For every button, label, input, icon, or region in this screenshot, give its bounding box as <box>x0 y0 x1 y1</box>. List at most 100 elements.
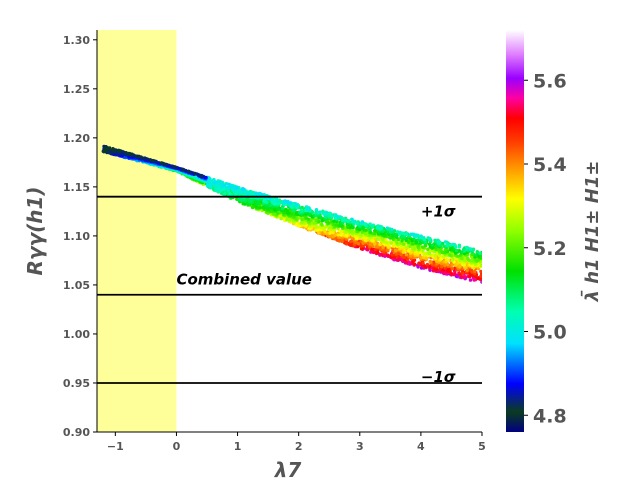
scatter-point <box>323 215 327 219</box>
scatter-point <box>462 275 467 279</box>
scatter-point <box>324 220 328 224</box>
scatter-point <box>128 152 132 156</box>
scatter-point <box>476 276 480 281</box>
scatter-point <box>405 257 410 261</box>
scatter-point <box>417 261 421 266</box>
scatter-point <box>403 248 407 253</box>
scatter-point <box>375 237 379 241</box>
scatter-point <box>375 244 379 249</box>
scatter-point <box>445 250 450 254</box>
scatter-point <box>368 222 372 226</box>
scatter-point <box>124 151 128 155</box>
scatter-point <box>474 253 478 257</box>
scatter-point <box>453 272 457 276</box>
scatter-point <box>356 244 360 249</box>
scatter-point <box>404 232 409 236</box>
scatter-point <box>465 245 469 250</box>
scatter-point <box>354 236 359 241</box>
scatter-point <box>393 243 397 248</box>
label-plus-1sigma: +1σ <box>421 203 456 221</box>
scatter-point <box>443 240 448 244</box>
scatter-point <box>276 207 280 212</box>
scatter-point <box>339 233 343 237</box>
scatter-point <box>476 254 481 258</box>
scatter-point <box>458 253 463 258</box>
scatter-point <box>399 245 404 249</box>
scatter-point <box>289 201 293 205</box>
colorbar-label: λ̄ h1 H1± H1± <box>581 161 603 303</box>
scatter-point <box>426 247 430 252</box>
scatter-point <box>260 193 264 197</box>
scatter-point <box>454 248 459 253</box>
scatter-point <box>360 226 364 231</box>
scatter-point <box>353 219 357 224</box>
scatter-point <box>355 221 359 225</box>
scatter-point <box>422 236 426 240</box>
scatter-point <box>390 227 394 232</box>
scatter-point <box>336 233 340 237</box>
scatter-point <box>479 277 482 282</box>
scatter-point <box>136 154 141 159</box>
scatter-point <box>470 270 474 274</box>
scatter-point <box>254 191 259 196</box>
scatter-point <box>478 251 482 256</box>
scatter-point <box>350 217 354 222</box>
scatter-point <box>350 236 354 240</box>
scatter-point <box>274 199 278 203</box>
scatter-point <box>144 157 148 161</box>
scatter-point <box>225 185 229 190</box>
scatter-point <box>450 263 454 267</box>
scatter-point <box>412 258 417 262</box>
scatter-point <box>451 257 455 261</box>
annotations: +1σ Combined value −1σ <box>176 203 455 386</box>
scatter-point <box>373 229 377 233</box>
scatter-point <box>450 267 454 271</box>
scatter-point <box>243 202 247 206</box>
scatter-point <box>340 239 344 244</box>
y-axis-label: Rγγ(h1) <box>23 186 47 275</box>
y-tick-label: 0.90 <box>63 426 90 439</box>
scatter-point <box>479 269 482 274</box>
x-tick-label: 4 <box>417 440 425 453</box>
scatter-point <box>345 234 349 238</box>
scatter-point <box>443 250 447 255</box>
scatter-point <box>249 191 253 195</box>
scatter-point <box>364 228 368 232</box>
scatter-point <box>380 252 384 257</box>
scatter-point <box>216 186 220 190</box>
scatter-point <box>327 226 332 230</box>
scatter-point <box>283 199 287 203</box>
x-axis-label: λ7 <box>274 458 302 480</box>
scatter-point <box>430 243 435 247</box>
scatter-point <box>121 150 125 154</box>
scatter-point <box>348 243 353 247</box>
scatter-point <box>148 158 152 162</box>
scatter-point <box>404 253 409 257</box>
scatter-point <box>346 219 350 223</box>
label-minus-1sigma: −1σ <box>421 368 456 386</box>
scatter-point <box>320 222 324 227</box>
scatter-point <box>306 217 310 221</box>
scatter-point <box>368 228 372 232</box>
scatter-point <box>151 158 155 163</box>
scatter-point <box>294 203 299 207</box>
scatter-point <box>322 212 326 216</box>
scatter-point <box>381 237 385 242</box>
scatter-point <box>220 181 224 185</box>
scatter-point <box>193 171 197 176</box>
scatter-point <box>292 208 296 212</box>
scatter-point <box>228 191 232 196</box>
scatter-point <box>246 192 250 196</box>
scatter-point <box>327 221 331 225</box>
scatter-point <box>434 257 438 261</box>
scatter-point <box>154 159 158 164</box>
axis-labels: λ7 Rγγ(h1) λ̄ h1 H1± H1± <box>23 161 603 482</box>
scatter-point <box>271 212 275 216</box>
scatter-point <box>265 200 269 205</box>
scatter-point <box>307 206 311 210</box>
scatter-point <box>300 220 304 225</box>
scatter-point <box>428 251 432 255</box>
scatter-point <box>213 180 217 184</box>
scatter-point <box>242 187 246 192</box>
scatter-point <box>412 237 416 241</box>
